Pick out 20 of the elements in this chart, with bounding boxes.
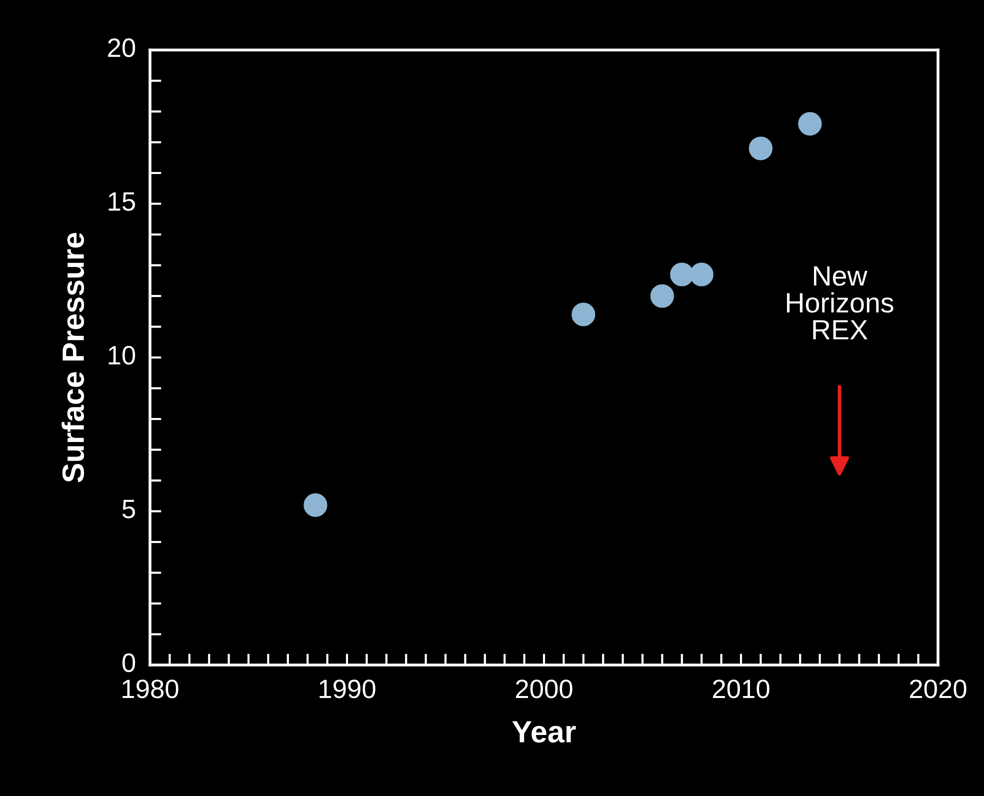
y-axis-title: Surface Pressure — [62, 232, 84, 482]
y-tick-label: 20 — [108, 38, 136, 58]
x-tick-label: 1990 — [320, 680, 376, 698]
point — [572, 302, 596, 326]
y-tick-label: 15 — [108, 192, 136, 211]
point — [690, 262, 714, 286]
y-tick-label: 0 — [122, 653, 136, 672]
point — [748, 136, 773, 160]
point — [798, 112, 822, 136]
x-tick-label: 2010 — [712, 680, 770, 698]
y-tick-label: 10 — [108, 346, 136, 365]
x-tick-label: 1980 — [122, 680, 178, 698]
x-tick-label: 2000 — [516, 680, 572, 698]
x-axis-title: Year — [512, 721, 576, 743]
point — [304, 493, 328, 517]
point — [650, 284, 674, 308]
y-tick-label: 5 — [122, 500, 136, 518]
annotation: New Horizons REX — [786, 266, 894, 340]
x-tick-label: 2020 — [910, 680, 966, 698]
point — [670, 262, 694, 286]
